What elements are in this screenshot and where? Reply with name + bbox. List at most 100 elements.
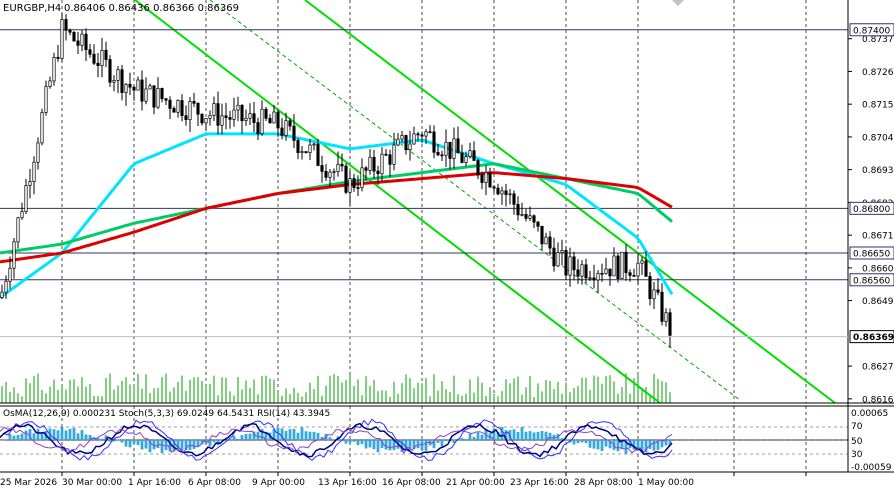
candle-body <box>348 178 352 193</box>
osma-bar <box>128 440 132 448</box>
osma-bar <box>660 440 664 448</box>
osma-bar <box>312 431 316 440</box>
osma-bar <box>284 431 288 440</box>
osma-bar <box>100 438 104 440</box>
osma-bar <box>320 437 324 440</box>
candle-body <box>176 100 180 113</box>
osma-bar <box>544 431 548 440</box>
symbol-label: EURGBP,H4 <box>3 3 61 14</box>
candle-body <box>588 277 592 280</box>
osma-bar <box>96 437 100 440</box>
chart-shift-icon[interactable] <box>672 0 684 6</box>
osma-bar <box>616 440 620 452</box>
level-price-box <box>849 201 894 215</box>
time-label: 6 Apr 08:00 <box>188 478 241 488</box>
candle-body <box>432 131 436 153</box>
candle-body <box>324 171 328 178</box>
candle-body <box>208 115 212 119</box>
moving-average-line <box>0 132 674 299</box>
level-price-box <box>849 246 894 260</box>
horizontal-levels[interactable] <box>0 29 848 281</box>
candle-body <box>524 214 528 219</box>
osma-bar <box>392 440 396 451</box>
candle-body <box>460 152 464 163</box>
level-price-label: 0.86650 <box>853 249 890 259</box>
candle-body <box>268 117 272 124</box>
osma-bar <box>260 428 264 440</box>
osma-bar <box>176 440 180 450</box>
candle-body <box>656 289 660 293</box>
candle-body <box>408 143 412 151</box>
candle-body <box>224 115 228 118</box>
osma-bar <box>224 440 228 442</box>
osma-bar <box>664 440 668 446</box>
level-70-label: 70 <box>851 422 863 432</box>
candle-body <box>488 172 492 188</box>
osma-bar <box>228 439 232 440</box>
candle-body <box>340 163 344 167</box>
candle-body <box>568 256 572 276</box>
candle-body <box>28 181 32 186</box>
candle-body <box>388 154 392 165</box>
candle-body <box>492 186 496 189</box>
candle-body <box>472 150 476 161</box>
osma-bar <box>388 440 392 451</box>
time-label: 16 Apr 08:00 <box>382 478 441 488</box>
candle-body <box>12 241 16 269</box>
candle-body <box>204 118 208 124</box>
osma-bar <box>308 431 312 440</box>
candle-body <box>620 251 624 279</box>
osma-bar <box>328 437 332 440</box>
osma-bar <box>236 438 240 440</box>
candle-body <box>416 133 420 136</box>
osma-bar <box>600 440 604 451</box>
candle-body <box>72 31 76 42</box>
candle-body <box>248 113 252 119</box>
osma-bar <box>440 440 444 447</box>
osma-bar <box>504 430 508 440</box>
candle-body <box>400 135 404 140</box>
osma-bar <box>400 440 404 453</box>
candle-body <box>220 115 224 126</box>
candle-body <box>276 111 280 129</box>
candle-body <box>164 98 168 101</box>
moving-average-line <box>0 171 673 264</box>
candle-body <box>364 167 368 171</box>
osma-bar <box>196 440 200 448</box>
candle-body <box>124 83 128 93</box>
osma-bar <box>624 440 628 454</box>
level-price-label: 0.86560 <box>853 276 890 286</box>
current-price-box <box>849 330 894 344</box>
candle-body <box>48 80 52 88</box>
candle-body <box>228 117 232 120</box>
osma-bar <box>608 440 612 449</box>
osma-bar <box>56 430 60 440</box>
candle-body <box>468 150 472 157</box>
candle-body <box>420 134 424 137</box>
osma-bar <box>296 432 300 440</box>
candle-body <box>36 142 40 163</box>
osma-bar <box>404 440 408 451</box>
osma-bar <box>52 429 56 440</box>
candle-body <box>444 141 448 156</box>
volume-histogram <box>1 373 671 403</box>
osma-bar <box>132 440 136 444</box>
osma-bar <box>632 440 636 450</box>
osma-bar <box>180 440 184 451</box>
osma-bar <box>416 440 420 449</box>
candle-body <box>404 135 408 151</box>
osma-bar <box>12 435 16 440</box>
trend-channel[interactable] <box>134 0 836 404</box>
osma-bar <box>668 440 672 446</box>
candle-body <box>600 272 604 275</box>
osma-bar <box>384 440 388 450</box>
candle-body <box>88 49 92 55</box>
candlesticks <box>0 13 672 348</box>
candle-body <box>96 62 100 67</box>
osma-bar <box>212 440 216 443</box>
candle-body <box>292 125 296 141</box>
osma-bar <box>220 439 224 440</box>
